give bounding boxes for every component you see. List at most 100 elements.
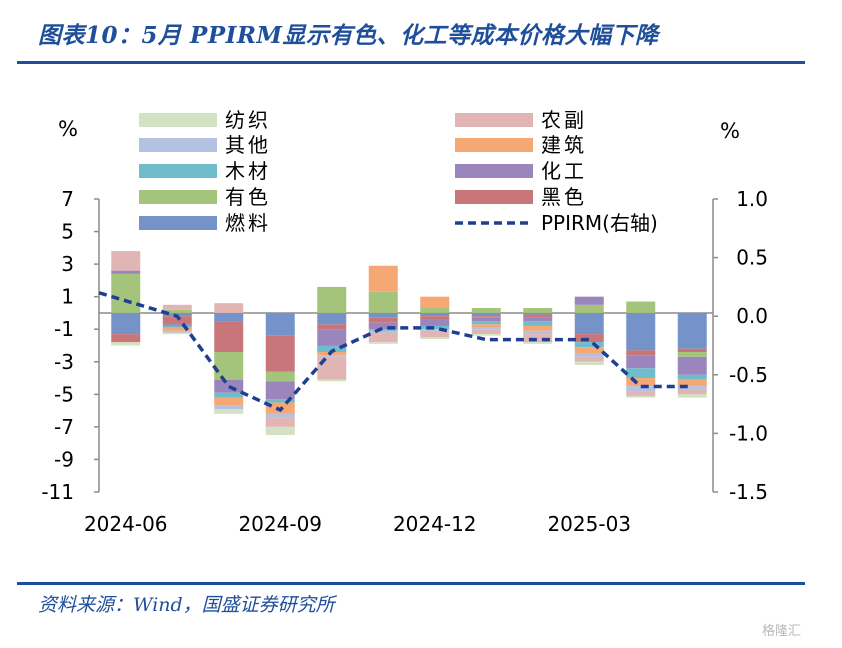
- bar-segment: [420, 319, 450, 326]
- right-tick-label: -1.0: [729, 421, 768, 445]
- bar-segment: [523, 325, 553, 331]
- right-tick-label: 0.5: [736, 246, 768, 270]
- bar-segment: [677, 394, 707, 398]
- legend-label: PPIRM(右轴): [541, 211, 658, 235]
- bar-segment: [214, 392, 244, 398]
- ppirm-line-path: [98, 291, 693, 413]
- bar-segment: [368, 332, 398, 343]
- bar-segment: [368, 322, 398, 330]
- bar-segment: [317, 356, 347, 380]
- bar-segment: [626, 391, 656, 396]
- bar-segment: [471, 321, 501, 325]
- x-tick-label: 2025-03: [547, 512, 631, 536]
- bar-segment: [162, 316, 192, 325]
- bar-segment: [368, 330, 398, 333]
- bar-segment: [265, 335, 295, 372]
- right-tick-label: 1.0: [736, 187, 768, 211]
- bar-segment: [214, 321, 244, 353]
- bar-segment: [574, 347, 604, 354]
- bar-segment: [420, 329, 450, 331]
- left-tick-label: -5: [54, 382, 74, 406]
- bar-segment: [111, 273, 141, 313]
- left-tick-label: -9: [54, 447, 74, 471]
- bar-segment: [214, 312, 244, 322]
- bar-segment: [574, 342, 604, 348]
- legend-label: 纺织: [225, 108, 271, 132]
- bar-segment: [574, 353, 604, 357]
- page-title: 图表10：5月 PPIRM显示有色、化工等成本价格大幅下降: [38, 22, 659, 49]
- bar-segment: [677, 312, 707, 349]
- bar-segment: [162, 324, 192, 326]
- x-tick-label: 2024-12: [393, 512, 477, 536]
- bar-segment: [368, 317, 398, 323]
- bar-segment: [677, 348, 707, 353]
- bar-segment: [162, 330, 192, 333]
- bar-segment: [368, 342, 398, 344]
- bar-segment: [523, 334, 553, 343]
- bar-segment: [420, 325, 450, 330]
- bar-segment: [317, 345, 347, 353]
- bar-segment: [368, 329, 398, 331]
- bar-segment: [677, 374, 707, 380]
- bar-segment: [471, 324, 501, 328]
- bar-segment: [317, 312, 347, 325]
- legend-swatch: [455, 164, 533, 178]
- bar-segment: [626, 355, 656, 369]
- bar-segment: [265, 417, 295, 427]
- legend-swatch: [139, 113, 217, 127]
- bar-segment: [162, 327, 192, 331]
- bar-segment: [523, 330, 553, 335]
- legend-label: 其他: [225, 133, 271, 157]
- bar-segment: [471, 334, 501, 336]
- x-tick-label: 2024-09: [238, 512, 322, 536]
- legend-swatch: [139, 138, 217, 152]
- x-tick-label: 2024-06: [84, 512, 168, 536]
- bar-segment: [420, 312, 450, 317]
- bar-segment: [626, 350, 656, 356]
- bar-segment: [420, 308, 450, 313]
- bar-segment: [471, 316, 501, 318]
- bar-segment: [214, 352, 244, 380]
- bar-segment: [574, 296, 604, 305]
- bar-segment: [574, 356, 604, 362]
- bar-segment: [265, 399, 295, 403]
- bar-segment: [317, 379, 347, 382]
- bar-segment: [574, 361, 604, 366]
- bar-segment: [626, 378, 656, 387]
- bar-segment: [317, 329, 347, 346]
- bar-segment: [214, 405, 244, 409]
- left-tick-label: 7: [61, 187, 74, 211]
- bar-segment: [626, 395, 656, 398]
- bar-segment: [420, 337, 450, 339]
- right-tick-label: -0.5: [729, 363, 768, 387]
- bar-segment: [677, 352, 707, 357]
- axes: 7 5 3 1 -1 -3 -5 -7 -9 -11% 1.0 0.5 0.0 -0.5 -1.0 -1.5%…: [41, 117, 768, 536]
- bar-segment: [677, 389, 707, 395]
- legend-swatch: [455, 190, 533, 204]
- bar-segment: [626, 386, 656, 392]
- bar-segment: [265, 426, 295, 436]
- bar-segment: [471, 329, 501, 335]
- bar-segment: [471, 312, 501, 317]
- bar-segment: [574, 334, 604, 343]
- bar-segment: [265, 312, 295, 336]
- watermark: 格隆汇: [762, 624, 802, 639]
- bar-segment: [677, 379, 707, 387]
- bar-segment: [368, 265, 398, 292]
- bar-segment: [420, 296, 450, 309]
- left-tick-label: -11: [41, 480, 74, 504]
- bar-segment: [471, 308, 501, 313]
- legend-label: 有色: [225, 185, 271, 209]
- left-tick-label: 1: [61, 285, 74, 309]
- legend-label: 木材: [225, 159, 271, 183]
- legend-swatch: [139, 164, 217, 178]
- bar-segment: [162, 304, 192, 310]
- bar-segment: [162, 309, 192, 313]
- footer-divider: [17, 582, 805, 585]
- bar-segment: [214, 397, 244, 406]
- legend-label: 黑色: [541, 185, 587, 209]
- bar-segment: [111, 251, 141, 271]
- bar-segment: [574, 304, 604, 313]
